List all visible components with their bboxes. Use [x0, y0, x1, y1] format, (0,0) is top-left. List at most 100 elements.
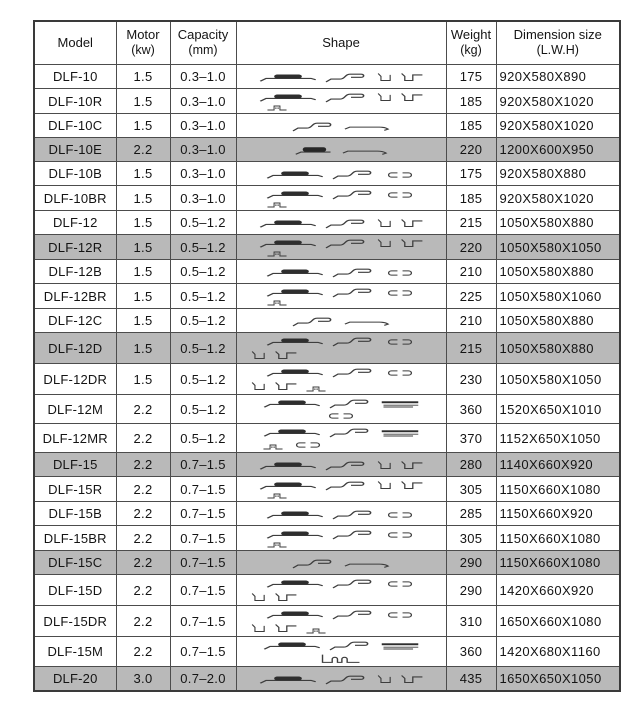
scurve-icon [332, 268, 372, 277]
cell-shape [235, 363, 447, 395]
cell-motor: 2.2 [115, 636, 171, 667]
spring-icon [259, 94, 317, 102]
shape-line-1 [240, 527, 443, 541]
shape-line-2 [266, 250, 443, 258]
cell-dimension: 1050X580X880 [495, 332, 621, 364]
cell-model: DLF-10 [33, 64, 117, 89]
table-row: DLF-10BR 1.5 0.3–1.0 185 920X580X1020 [33, 185, 621, 211]
arrow-icon [342, 150, 387, 155]
scurve-icon [329, 399, 369, 409]
column-sublabel: (L.W.H) [536, 43, 579, 58]
cell-weight: 290 [445, 574, 497, 606]
cell-capacity: 0.5–1.2 [169, 394, 237, 424]
spring-icon [259, 240, 317, 248]
scurve-icon [329, 641, 369, 651]
cell-motor: 1.5 [115, 64, 171, 89]
cell-capacity: 0.5–1.2 [169, 259, 237, 284]
cell-model: DLF-15 [33, 452, 117, 477]
column-header-model: Model [33, 20, 117, 65]
cell-capacity: 0.7–1.5 [169, 574, 237, 606]
cell-weight: 185 [445, 185, 497, 211]
cell-capacity: 0.7–1.5 [169, 550, 237, 575]
table-row: DLF-12B 1.5 0.5–1.2 210 1050X580X880 [33, 259, 621, 284]
shape-line-1 [240, 285, 443, 299]
cell-weight: 210 [445, 308, 497, 333]
shape-diagram [240, 90, 443, 112]
column-label: Weight [450, 27, 492, 43]
table-row: DLF-15C 2.2 0.7–1.5 290 1150X660X1080 [33, 550, 621, 575]
cell-capacity: 0.7–1.5 [169, 501, 237, 526]
cell-capacity: 0.7–2.0 [169, 666, 237, 692]
column-header-capacity: Capacity (mm) [169, 20, 237, 65]
cell-dimension: 920X580X880 [495, 161, 621, 186]
lbracket-icon [377, 239, 391, 248]
table-row: DLF-20 3.0 0.7–2.0 435 1650X650X1050 [33, 666, 621, 692]
cell-weight: 210 [445, 259, 497, 284]
cell-dimension: 1150X660X1080 [495, 525, 621, 551]
spring-icon [259, 462, 317, 470]
scurve-icon [332, 190, 372, 200]
futag-icon [266, 251, 287, 257]
cell-shape [235, 605, 447, 637]
spring-icon [263, 429, 321, 437]
cell-shape [235, 308, 447, 333]
scurve-icon [325, 461, 365, 470]
cell-dimension: 1150X660X920 [495, 501, 621, 526]
cell-motor: 1.5 [115, 210, 171, 235]
lbracket-icon [251, 351, 265, 360]
cell-weight: 175 [445, 64, 497, 89]
cell-motor: 2.2 [115, 394, 171, 424]
shape-diagram [240, 265, 443, 279]
column-label: Model [57, 34, 93, 50]
cell-capacity: 0.5–1.2 [169, 283, 237, 309]
table-row: DLF-15 2.2 0.7–1.5 280 1140X660X920 [33, 452, 621, 477]
shape-line-2 [262, 439, 443, 451]
step-icon [401, 218, 423, 227]
cell-shape [235, 550, 447, 575]
step-icon [401, 93, 423, 102]
cell-motor: 2.2 [115, 501, 171, 526]
cell-shape [235, 525, 447, 551]
shape-line-2 [240, 410, 443, 422]
shape-line-2 [266, 104, 443, 112]
cell-motor: 1.5 [115, 88, 171, 114]
oval-icon [387, 370, 413, 376]
cell-capacity: 0.5–1.2 [169, 234, 237, 260]
shape-line-1 [240, 216, 443, 230]
cell-motor: 1.5 [115, 185, 171, 211]
spring-icon [266, 338, 324, 346]
cell-shape [235, 636, 447, 667]
cell-dimension: 1050X580X1060 [495, 283, 621, 309]
shape-diagram [240, 638, 443, 665]
table-row: DLF-10C 1.5 0.3–1.0 185 920X580X1020 [33, 113, 621, 138]
futag-icon [305, 386, 326, 392]
cell-dimension: 1050X580X880 [495, 308, 621, 333]
cell-motor: 1.5 [115, 308, 171, 333]
shape-diagram [240, 396, 443, 422]
futag-icon [266, 202, 287, 208]
futag-icon [262, 444, 283, 450]
loops-icon [321, 654, 360, 663]
cell-weight: 285 [445, 501, 497, 526]
shape-line-2 [240, 652, 443, 665]
cell-model: DLF-12DR [33, 363, 117, 395]
cell-dimension: 1140X660X920 [495, 452, 621, 477]
cell-dimension: 1152X650X1050 [495, 423, 621, 453]
cell-weight: 360 [445, 636, 497, 667]
step-icon [401, 674, 423, 683]
table-row: DLF-15DR 2.2 0.7–1.5 310 1650X660X1080 [33, 605, 621, 637]
column-label: Capacity [177, 27, 229, 43]
cell-model: DLF-12B [33, 259, 117, 284]
arrow-icon [344, 126, 389, 131]
cell-capacity: 0.7–1.5 [169, 525, 237, 551]
futag-icon [266, 300, 287, 306]
shape-diagram [240, 365, 443, 393]
thickspring-icon [294, 146, 331, 155]
cell-model: DLF-10R [33, 88, 117, 114]
cell-shape [235, 64, 447, 89]
cell-weight: 360 [445, 394, 497, 424]
lbracket-icon [377, 460, 391, 469]
cell-shape [235, 113, 447, 138]
cell-weight: 225 [445, 283, 497, 309]
step-icon [274, 382, 296, 391]
